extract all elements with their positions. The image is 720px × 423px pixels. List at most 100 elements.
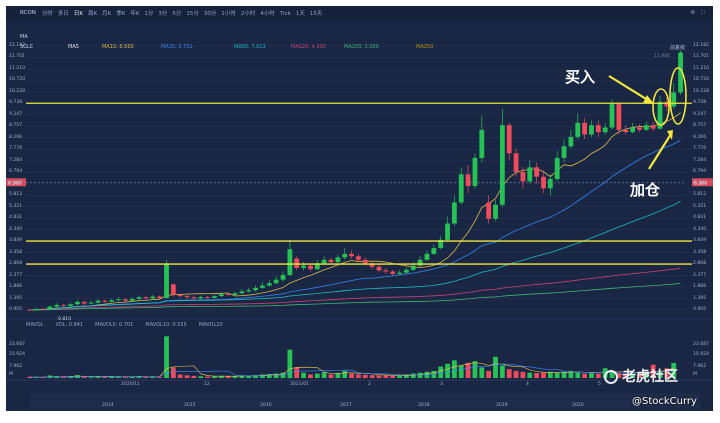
candle-body-45: [335, 257, 341, 263]
timeframe-4[interactable]: 月K: [102, 11, 112, 17]
candle-body-13: [116, 299, 121, 301]
timeframe-13[interactable]: 2小时: [240, 11, 256, 17]
timeframe-2[interactable]: 日K: [73, 11, 83, 17]
candle-body-14: [122, 299, 128, 301]
buy-arrow-line: [608, 75, 652, 103]
timeframe-17[interactable]: 15天: [309, 11, 323, 17]
candle-body-84: [602, 127, 608, 133]
price-tick-left-16: 4.340: [9, 226, 23, 232]
volume-bar-31: [239, 375, 245, 378]
candle-body-52: [383, 270, 389, 272]
volume-legend: MAVOL VOL: 0.841 MAVOL5: 0.701 MAVOL10: 0.5…: [26, 322, 235, 328]
candle-body-85: [609, 104, 615, 128]
volume-bar-72: [520, 371, 526, 378]
volume-bar-81: [582, 373, 588, 378]
buy-arrowhead: [643, 95, 654, 104]
volume-bar-1: [33, 377, 39, 378]
volume-legend-3: MAVOL10: 0.555: [145, 322, 187, 328]
candle-body-7: [75, 301, 80, 305]
price-tick-left-17: 3.849: [9, 238, 23, 244]
volume-bar-14: [122, 377, 128, 378]
price-tick-left-1: 11.701: [9, 54, 26, 60]
watermark-user: @StockCurry: [632, 396, 697, 407]
timeframe-0[interactable]: 分时: [41, 11, 53, 17]
fullscreen-icon[interactable]: ⛶: [701, 9, 705, 16]
candle-body-4: [54, 304, 60, 307]
volume-bar-42: [314, 373, 320, 378]
volume-bar-33: [253, 375, 259, 378]
volume-bar-50: [369, 375, 375, 378]
candle-body-25: [198, 297, 204, 299]
volume-bar-70: [506, 369, 512, 378]
ma-legend: SGLE MA MA5 MA10: 8.660 MA30: 8.702 MA60: 7.6…: [6, 34, 706, 54]
volume-bar-9: [88, 377, 94, 378]
volume-bar-80: [575, 372, 581, 378]
candle-body-48: [356, 256, 361, 260]
symbol-label[interactable]: RCON: [20, 10, 36, 16]
volume-bar-92: [657, 370, 663, 378]
volume-bar-5: [61, 376, 67, 378]
candle-body-47: [349, 253, 354, 257]
price-tick-right-13: 5.812: [693, 192, 707, 198]
price-badge-right: [692, 178, 713, 187]
price-tick-right-1: 11.701: [693, 54, 710, 60]
timeframe-7[interactable]: 1分: [144, 11, 154, 17]
price-tick-right-0: 12.182: [693, 43, 710, 48]
volume-bar-44: [328, 374, 334, 378]
price-tick-right-9: 7.776: [693, 146, 707, 152]
timeframe-6[interactable]: 年K: [130, 11, 140, 17]
timeframe-12[interactable]: 1小时: [221, 11, 236, 17]
price-chart[interactable]: 0.810 11.980 6.360 6.360: [6, 6, 713, 411]
price-badge-left-text: 6.360: [8, 180, 21, 186]
timeframe-14[interactable]: 4小时: [260, 11, 275, 17]
volume-tick-left-0: 23.687: [9, 342, 26, 347]
price-tick-left-15: 4.831: [9, 215, 23, 221]
legend-item-4: MA120: 4.300: [291, 44, 326, 50]
price-tick-left-4: 10.228: [9, 88, 26, 94]
timeframe-3[interactable]: 周K: [87, 11, 98, 17]
price-tick-left-0: 12.182: [9, 43, 26, 48]
overview-navigator[interactable]: [30, 393, 700, 409]
price-badge-left: [6, 178, 26, 187]
price-tick-left-14: 5.321: [9, 203, 23, 209]
candle-body-57: [417, 259, 423, 266]
timeframe-16[interactable]: 1天: [295, 11, 305, 17]
candle-body-36: [273, 279, 279, 284]
volume-bar-67: [486, 370, 492, 378]
nav-year-2: 2016: [260, 403, 272, 408]
volume-bar-46: [342, 370, 348, 378]
candle-body-6: [68, 304, 73, 306]
volume-bar-74: [534, 373, 540, 378]
volume-bar-75: [541, 372, 546, 378]
legend-ma-prefix: MA: [20, 34, 28, 40]
tiger-logo-icon: [604, 370, 618, 384]
timeframe-11[interactable]: 30分: [203, 11, 217, 17]
volume-bar-55: [404, 374, 409, 378]
volume-tick-right-3: M: [693, 372, 697, 377]
volume-bar-49: [362, 374, 368, 378]
volume-bar-51: [376, 375, 382, 378]
legend-item-3: MA60: 7.613: [234, 44, 266, 50]
candle-body-32: [246, 290, 252, 292]
timeframe-1[interactable]: 多日: [57, 11, 69, 17]
timeframe-9[interactable]: 5分: [172, 11, 182, 17]
timeframe-15[interactable]: Tick: [279, 11, 291, 17]
candle-body-63: [458, 174, 464, 203]
timeframe-toolbar: RCON 分时 多日 日K 周K 月K 季K 年K 1分 3分 5分 15分 30分 1小时 2小时 4小时…: [6, 6, 713, 20]
candle-body-26: [205, 297, 211, 298]
volume-bar-66: [479, 367, 485, 378]
timeframe-10[interactable]: 15分: [186, 11, 199, 17]
candle-body-77: [554, 157, 560, 180]
timeframe-5[interactable]: 季K: [116, 11, 126, 17]
volume-bar-65: [472, 361, 478, 378]
volume-bar-43: [321, 372, 327, 378]
candle-body-22: [177, 294, 183, 297]
settings-icon[interactable]: ⚙: [690, 9, 696, 16]
timeframe-8[interactable]: 3分: [158, 11, 168, 17]
price-tick-right-17: 3.849: [693, 238, 707, 244]
low-marker: 0.810: [58, 316, 71, 322]
volume-bar-68: [493, 356, 498, 378]
candle-body-67: [486, 202, 492, 219]
price-tick-right-15: 4.831: [693, 215, 707, 221]
candle-body-66: [479, 129, 485, 158]
